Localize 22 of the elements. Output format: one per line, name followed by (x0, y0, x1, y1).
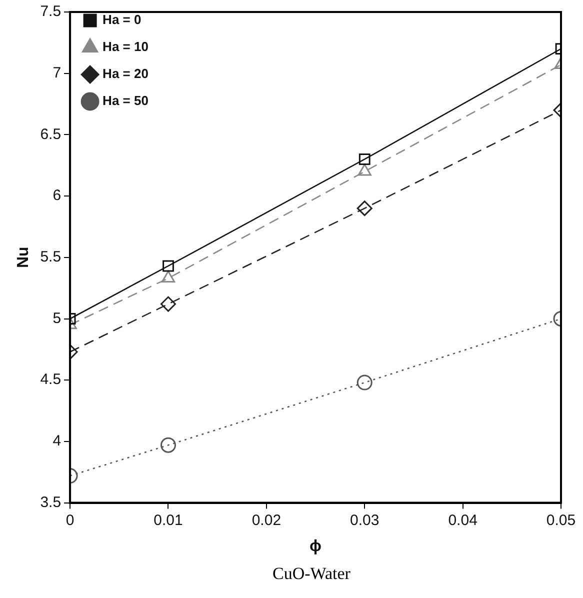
y-tick-label: 6 (52, 187, 62, 204)
y-tick-label: 5 (52, 310, 62, 327)
x-tick-label: 0 (66, 512, 74, 529)
y-tick-label: 3.5 (40, 494, 62, 511)
x-tick-label: 0.03 (350, 512, 380, 529)
x-axis-title: ϕ (310, 538, 322, 555)
y-tick-label: 4.5 (40, 371, 62, 388)
y-tick-label: 7.5 (40, 3, 62, 20)
legend-label: Ha = 20 (102, 66, 148, 82)
y-axis-title: Nu (15, 246, 32, 268)
legend-label: Ha = 0 (102, 12, 142, 28)
y-tick-label: 7 (52, 64, 62, 82)
y-tick-label: 5.5 (40, 248, 62, 266)
x-tick-label: 0.05 (546, 512, 576, 529)
y-tick-label: 6.5 (40, 126, 62, 143)
y-tick-label: 4 (52, 432, 62, 450)
x-tick-label: 0.02 (252, 512, 282, 529)
x-tick-label: 0.04 (448, 512, 478, 529)
legend-label: Ha = 50 (102, 93, 148, 108)
x-tick-label: 0.01 (154, 512, 183, 529)
text: CuO-Water (272, 564, 352, 584)
legend-label: Ha = 10 (102, 39, 148, 54)
